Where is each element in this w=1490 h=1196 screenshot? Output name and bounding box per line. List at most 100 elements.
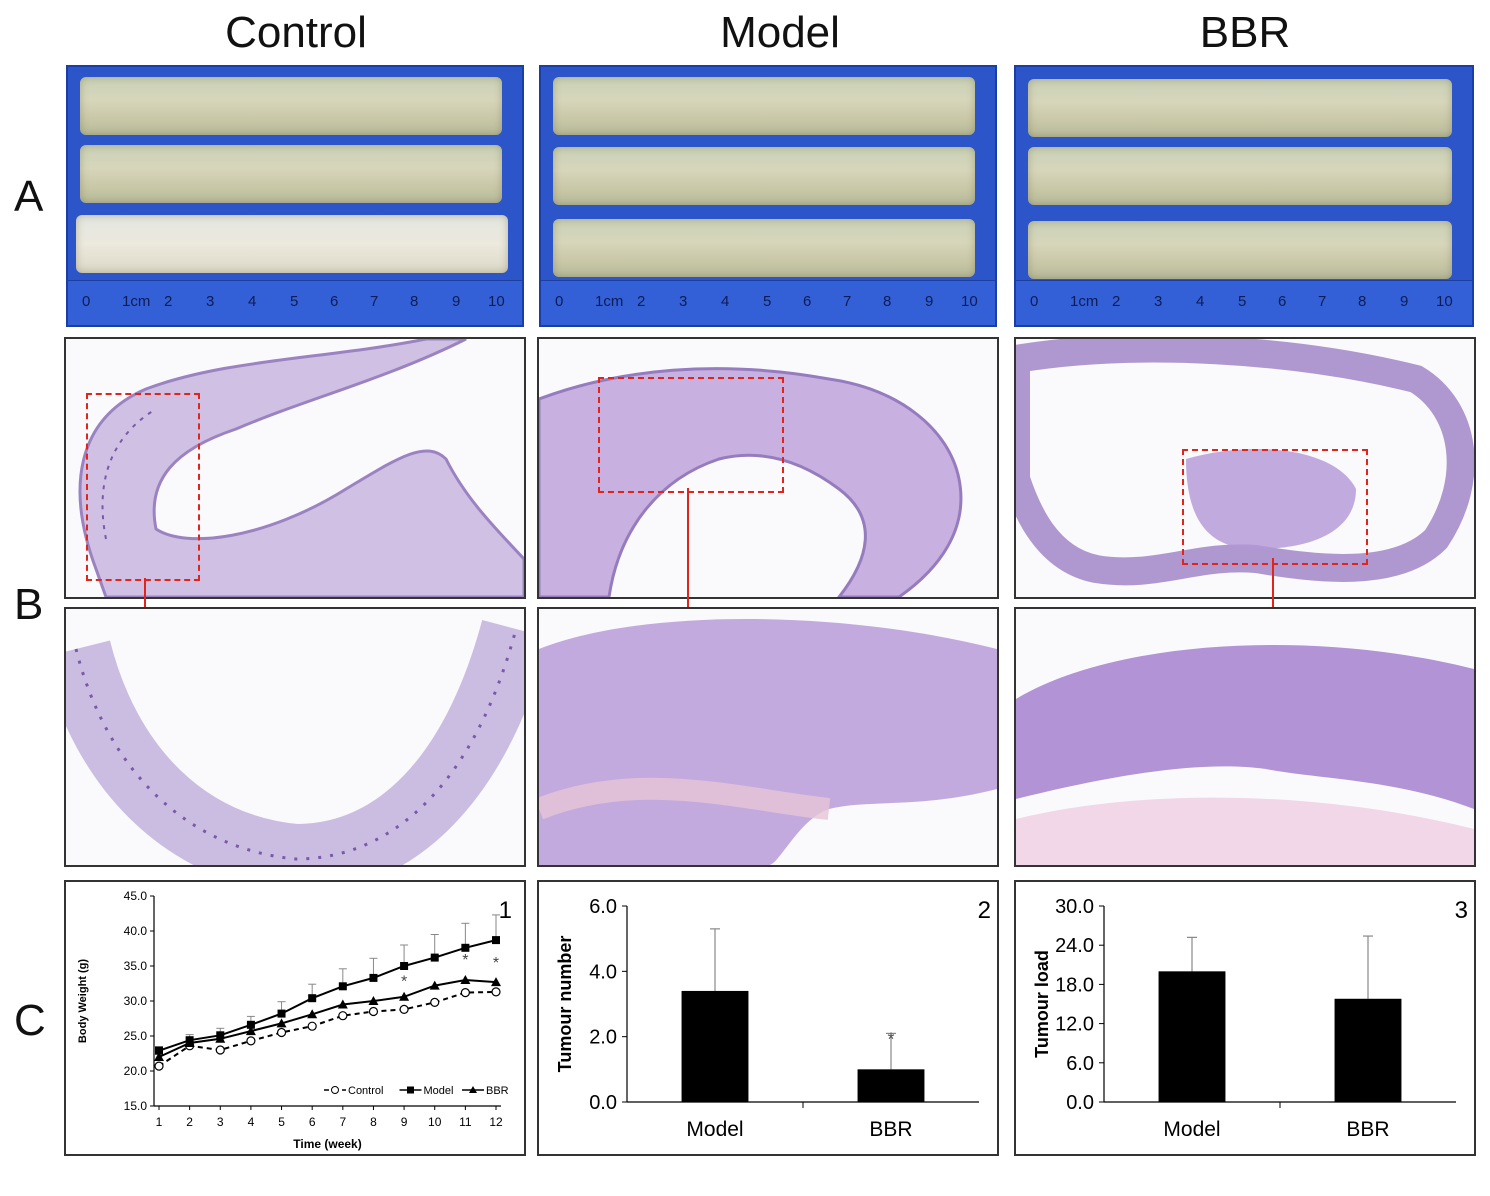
ruler-label: 9 — [925, 293, 934, 310]
data-point — [276, 1027, 287, 1038]
ruler-label: 0 — [1030, 293, 1039, 310]
y-tick-label: 4.0 — [589, 961, 617, 983]
significance-marker: * — [493, 955, 499, 972]
data-point — [307, 1021, 317, 1031]
x-tick-label: 1 — [156, 1115, 163, 1129]
data-point — [245, 1026, 256, 1036]
data-point — [155, 1046, 163, 1055]
y-tick-label: 6.0 — [589, 896, 617, 918]
colon-strip — [1028, 79, 1452, 137]
roi-box — [598, 377, 784, 493]
y-tick-label: 30.0 — [124, 994, 148, 1008]
colon-strip — [553, 147, 975, 205]
data-point — [246, 1036, 256, 1046]
legend-marker — [407, 1086, 414, 1094]
ruler-label: 2 — [637, 293, 646, 310]
ruler-label: 10 — [1436, 293, 1453, 310]
data-point — [154, 1061, 164, 1071]
ruler-label: 7 — [843, 293, 852, 310]
ruler-label: 6 — [803, 293, 812, 310]
data-point — [460, 987, 470, 998]
x-tick-label: 10 — [428, 1115, 442, 1129]
ruler-label: 2 — [1112, 293, 1121, 310]
y-tick-label: 20.0 — [124, 1064, 148, 1078]
y-tick-label: 30.0 — [1055, 896, 1094, 918]
panel-number: 2 — [978, 897, 991, 924]
tissue-section — [539, 619, 997, 865]
data-point — [492, 936, 500, 945]
colon-strip — [1028, 221, 1452, 279]
x-tick-label: 7 — [339, 1115, 346, 1129]
data-point — [277, 1009, 286, 1018]
data-point — [369, 973, 378, 982]
ruler: 0 1cm 2 3 4 5 6 7 8 9 10 — [541, 280, 995, 325]
body-weight-chart: 15.020.025.030.035.040.045.01 2 3 4 5 6 7 8 9 10 1… — [77, 889, 512, 1151]
ruler-label: 10 — [961, 293, 978, 310]
x-tick-label: 6 — [309, 1115, 316, 1129]
y-tick-label: 15.0 — [124, 1099, 148, 1113]
ruler-label: 5 — [763, 293, 772, 310]
bar-bbr — [857, 1069, 925, 1102]
data-point — [368, 1006, 379, 1017]
ruler-label: 4 — [721, 293, 730, 310]
ruler-label: 4 — [1196, 293, 1205, 310]
y-tick-label: 40.0 — [124, 924, 148, 938]
data-point — [430, 997, 440, 1008]
colon-strip — [80, 77, 502, 135]
y-axis-label: Tumour number — [555, 936, 575, 1073]
specimen-photo-model: 0 1cm 2 3 4 5 6 7 8 9 10 — [539, 65, 997, 327]
panel-number: 1 — [499, 897, 512, 924]
panel-number: 3 — [1455, 897, 1468, 924]
x-axis-label: Time (week) — [293, 1137, 361, 1151]
tissue-section — [66, 619, 524, 865]
ruler: 0 1cm 2 3 4 5 6 7 8 9 10 — [1016, 280, 1472, 325]
chart-panel-body-weight: 15.0 20.0 25.0 30.0 35.0 40.0 45.0 1 2 3 4 5 6 7 8 9 10 1… — [64, 880, 526, 1156]
data-point — [491, 987, 501, 997]
data-point — [154, 1052, 164, 1061]
x-tick-label: BBR — [1346, 1118, 1389, 1141]
series-line-bbr — [158, 978, 497, 1058]
chart-panel-tumour-load: 0.0 6.0 12.0 18.0 24.0 30.0 Tumour load 3 Model B… — [1014, 880, 1476, 1156]
data-point — [307, 1009, 318, 1019]
ruler-label: 5 — [290, 293, 299, 310]
data-point — [429, 980, 440, 990]
ruler-label: 3 — [679, 293, 688, 310]
ruler-label: 10 — [488, 293, 505, 310]
x-tick-label: 5 — [278, 1115, 285, 1129]
data-point — [430, 953, 439, 962]
ruler-label: 7 — [370, 293, 379, 310]
colon-strip — [1028, 147, 1452, 205]
data-point — [461, 943, 470, 952]
ruler-label: 0 — [82, 293, 91, 310]
row-label-c: C — [14, 996, 46, 1045]
tissue-section — [1016, 645, 1474, 865]
histology-overview-model — [537, 337, 999, 599]
bar-bbr — [1334, 998, 1402, 1102]
data-point — [246, 1020, 255, 1029]
row-label-b: B — [14, 580, 44, 629]
bar-model — [681, 990, 749, 1102]
ruler-label: 8 — [883, 293, 892, 310]
histology-overview-bbr — [1014, 337, 1476, 599]
y-tick-label: 2.0 — [589, 1027, 617, 1049]
data-point — [399, 1004, 409, 1015]
x-tick-label: 4 — [248, 1115, 255, 1129]
row-label-a: A — [14, 172, 44, 221]
data-point — [400, 962, 409, 970]
data-point — [491, 977, 501, 987]
x-tick-label: Model — [1163, 1118, 1220, 1141]
column-title-control: Control — [225, 8, 367, 57]
ruler-label: 1cm — [122, 293, 151, 310]
ruler-label: 6 — [1278, 293, 1287, 310]
x-tick-label: 2 — [186, 1115, 193, 1129]
ruler-label: 9 — [452, 293, 461, 310]
series-line-model — [158, 939, 497, 1052]
roi-box — [1182, 449, 1368, 565]
y-tick-label: 0.0 — [589, 1092, 617, 1114]
colon-strip — [553, 219, 975, 277]
data-point — [215, 1045, 225, 1055]
x-tick-label: 12 — [489, 1115, 503, 1129]
data-point — [338, 1011, 348, 1021]
ruler-label: 3 — [206, 293, 215, 310]
data-point — [337, 999, 348, 1009]
